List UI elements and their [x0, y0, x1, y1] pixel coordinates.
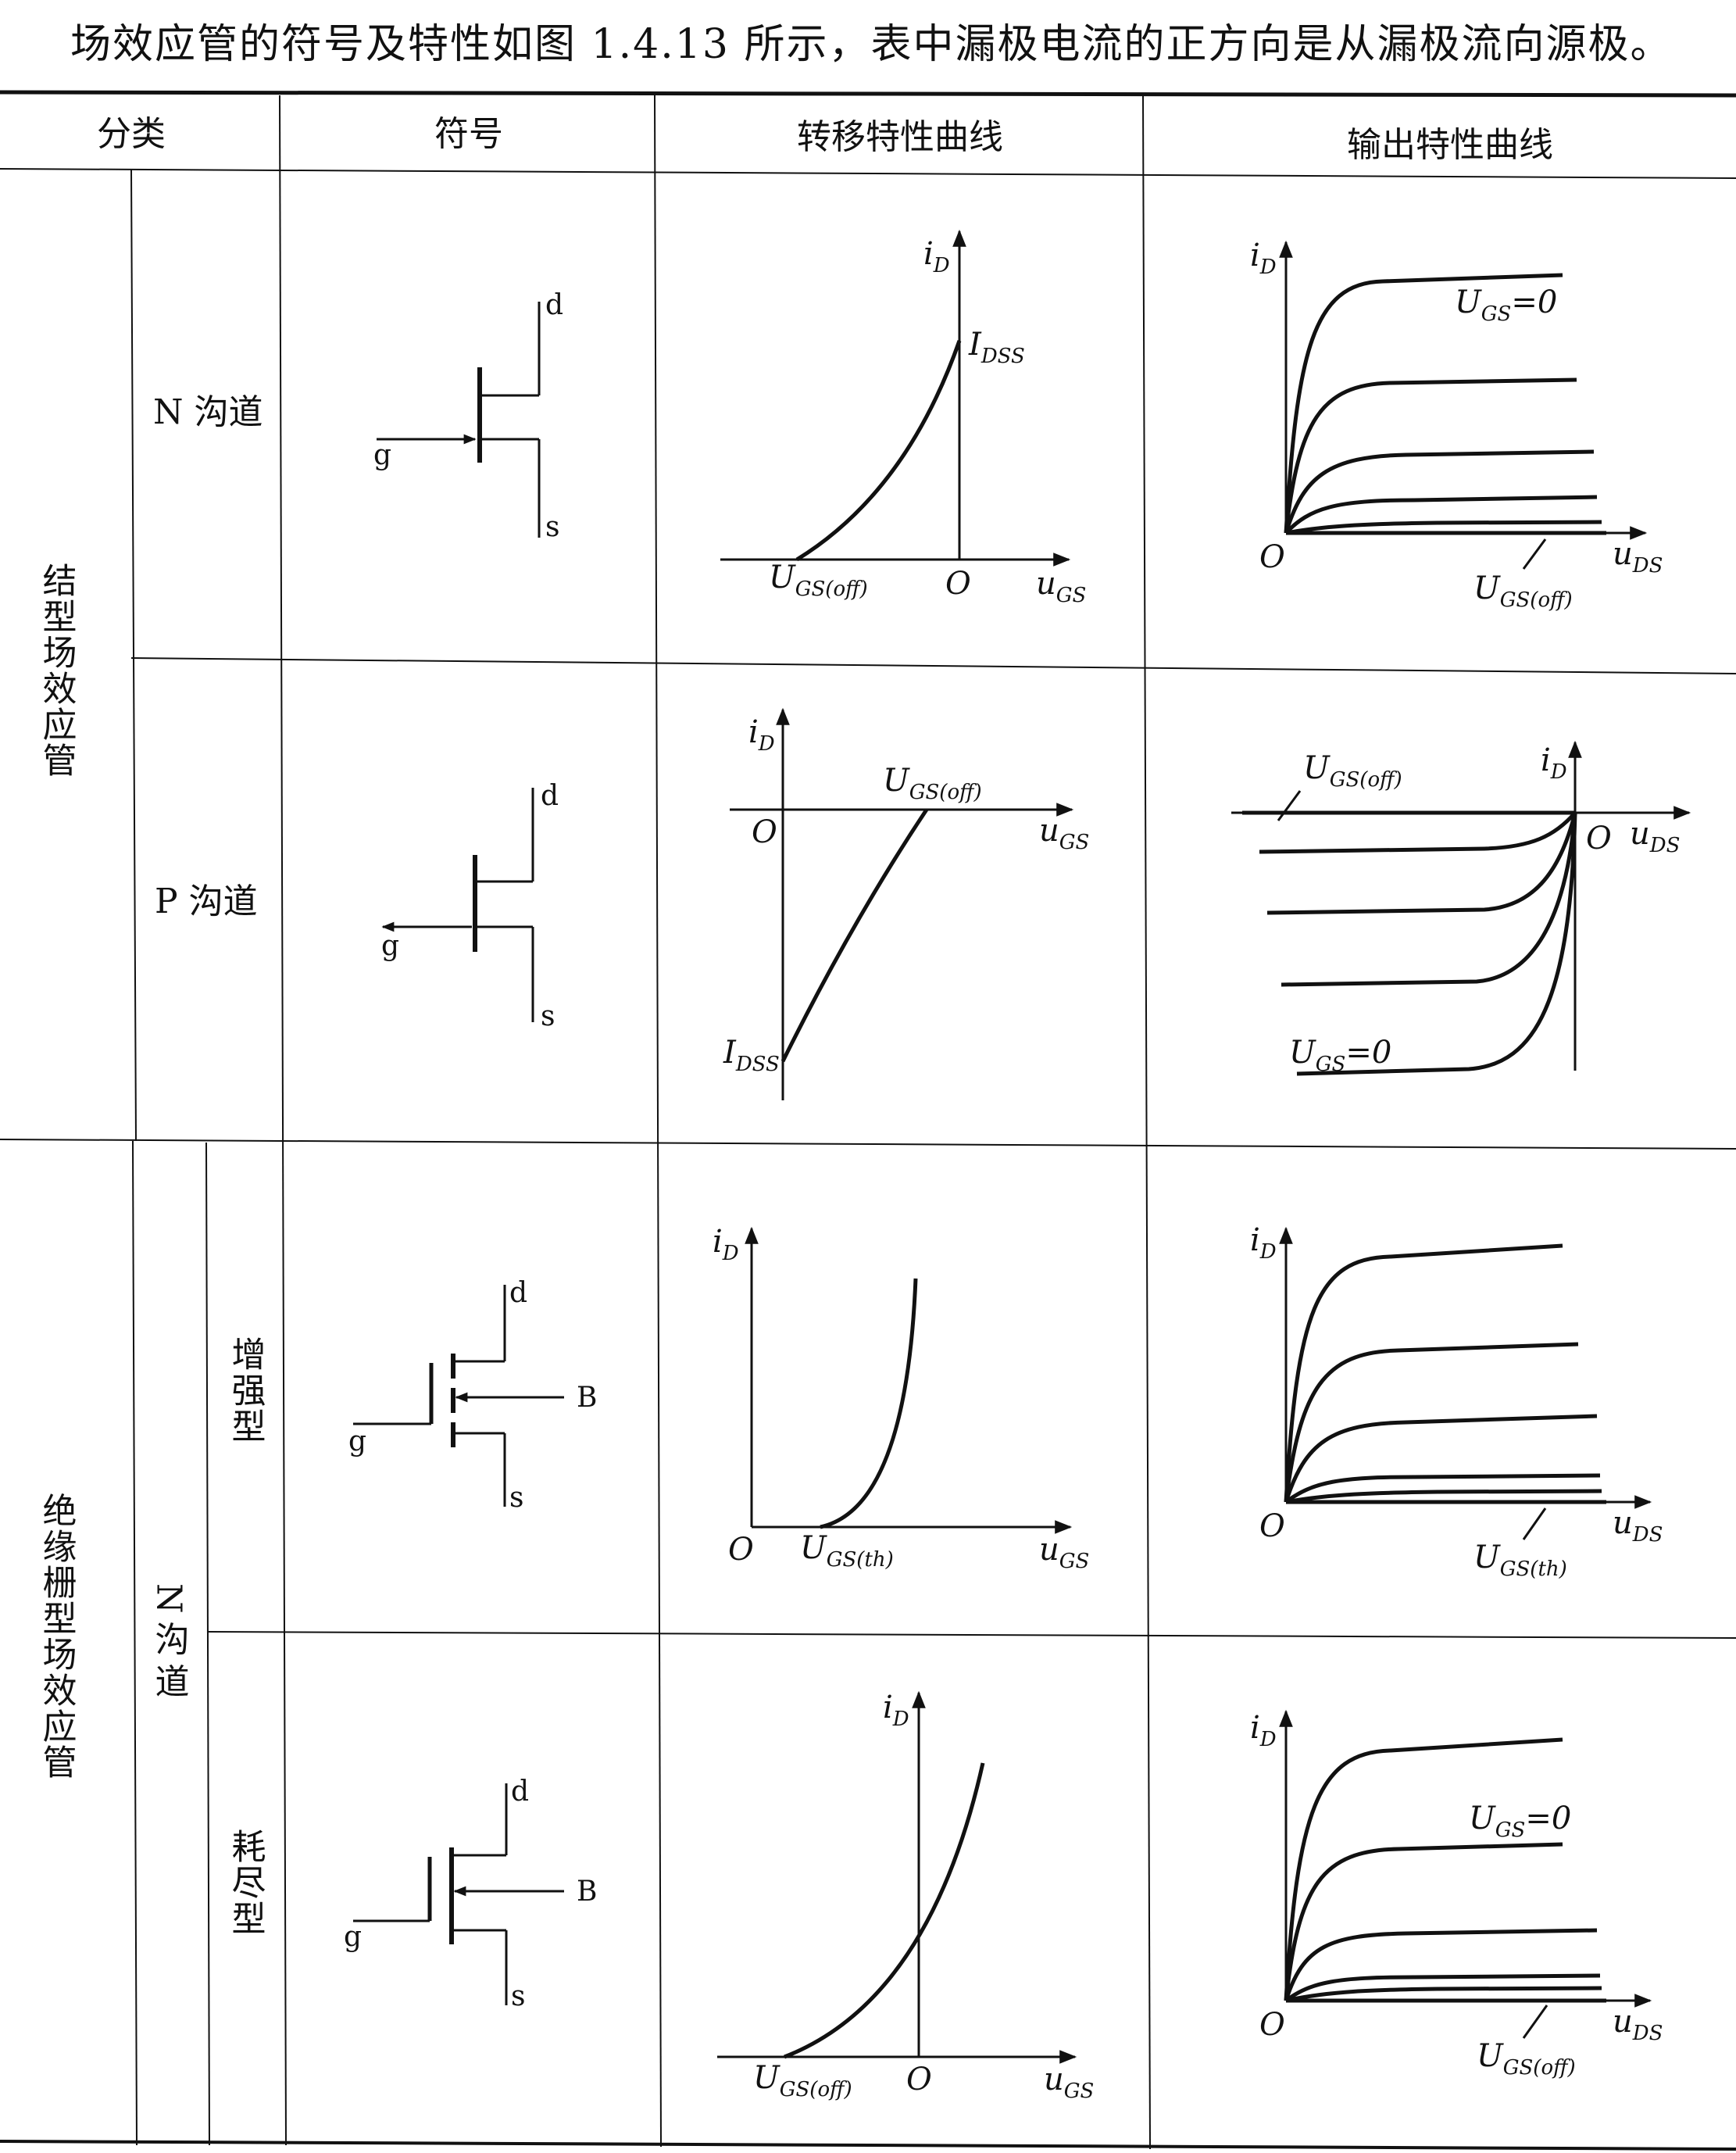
label-uDS: uDS [1630, 816, 1680, 857]
label-origin: O [752, 814, 777, 850]
symbol-jfet-p [381, 788, 534, 1022]
terminal-d: d [509, 1277, 527, 1309]
label-uDS: uDS [1613, 536, 1663, 578]
terminal-b: B [577, 1382, 597, 1414]
label-UGSth: UGS(th) [800, 1530, 894, 1572]
output-jfet-p [1231, 740, 1691, 1076]
terminal-g: g [373, 439, 391, 471]
terminal-b: B [577, 1876, 597, 1908]
label-uGS: uGS [1036, 566, 1086, 607]
row-enhancement: 增强型 [226, 1336, 266, 1444]
terminal-g: g [348, 1425, 366, 1457]
transfer-jfet-n [720, 229, 1071, 567]
transfer-mos-depletion [717, 1690, 1077, 2064]
label-UGSoff: UGS(off) [1303, 750, 1402, 792]
label-uGS: uGS [1039, 1532, 1089, 1573]
label-iD: iD [1250, 238, 1277, 279]
terminal-d: d [541, 780, 559, 812]
row-n-channel-jfet: N 沟道 [153, 392, 263, 432]
terminal-s: s [541, 1000, 555, 1032]
label-UGSoff: UGS(off) [1477, 2038, 1576, 2080]
label-uDS: uDS [1613, 2004, 1663, 2045]
label-origin: O [1259, 1508, 1285, 1544]
header-output: 输出特性曲线 [1347, 125, 1553, 165]
symbol-jfet-n [377, 302, 541, 538]
label-UGS0: UGS=0 [1455, 284, 1557, 326]
label-origin: O [1259, 539, 1285, 575]
terminal-s: s [545, 511, 559, 543]
label-origin: O [1586, 821, 1612, 857]
row-p-channel-jfet: P 沟道 [155, 882, 258, 921]
n-channel-mosfet: N沟道 [149, 1583, 189, 1706]
label-origin: O [906, 2062, 932, 2098]
row-depletion: 耗尽型 [226, 1829, 266, 1937]
label-IDSS: IDSS [723, 1035, 780, 1076]
transfer-jfet-p [730, 707, 1074, 1100]
label-origin: O [728, 1532, 754, 1568]
label-UGS0: UGS=0 [1469, 1801, 1571, 1842]
group-mosfet: 绝缘栅型场效应管 [37, 1493, 77, 1780]
terminal-s: s [511, 1980, 525, 2012]
label-iD: iD [748, 714, 775, 756]
label-uGS: uGS [1044, 2062, 1094, 2103]
label-origin: O [945, 566, 971, 602]
label-iD: iD [1250, 1710, 1277, 1751]
table-grid [0, 90, 1736, 2151]
output-mos-depletion [1279, 1709, 1652, 2039]
label-iD: iD [1250, 1222, 1277, 1264]
header-transfer: 转移特性曲线 [797, 117, 1003, 157]
label-UGSoff: UGS(off) [883, 763, 982, 804]
symbol-mosfet-n-enhancement [353, 1285, 564, 1507]
header-symbol: 符号 [434, 114, 503, 154]
label-UGS0: UGS=0 [1289, 1035, 1391, 1076]
terminal-d: d [511, 1776, 529, 1808]
label-iD: iD [713, 1224, 739, 1265]
intro-text: 场效应管的符号及特性如图 1.4.13 所示，表中漏极电流的正方向是从漏极流向源… [70, 21, 1673, 68]
transfer-mos-enhancement [745, 1226, 1073, 1534]
group-jfet: 结型场效应管 [37, 563, 77, 778]
header-category: 分类 [97, 114, 166, 154]
terminal-s: s [509, 1482, 523, 1514]
terminal-g: g [344, 1921, 362, 1953]
label-iD: iD [883, 1690, 909, 1731]
output-mos-enhancement [1279, 1226, 1652, 1540]
terminal-d: d [545, 289, 563, 321]
label-UGSoff: UGS(off) [769, 560, 868, 601]
label-uDS: uDS [1613, 1505, 1663, 1547]
terminal-g: g [381, 930, 399, 962]
symbol-mosfet-n-depletion [353, 1783, 564, 2005]
output-jfet-n [1279, 240, 1648, 570]
label-IDSS: IDSS [968, 327, 1025, 368]
label-UGSth: UGS(th) [1473, 1540, 1567, 1581]
label-UGSoff: UGS(off) [1473, 570, 1573, 612]
label-UGSoff: UGS(off) [753, 2060, 852, 2101]
label-uGS: uGS [1039, 813, 1089, 854]
label-iD: iD [923, 236, 950, 277]
label-iD: iD [1541, 742, 1567, 784]
label-origin: O [1259, 2007, 1285, 2043]
